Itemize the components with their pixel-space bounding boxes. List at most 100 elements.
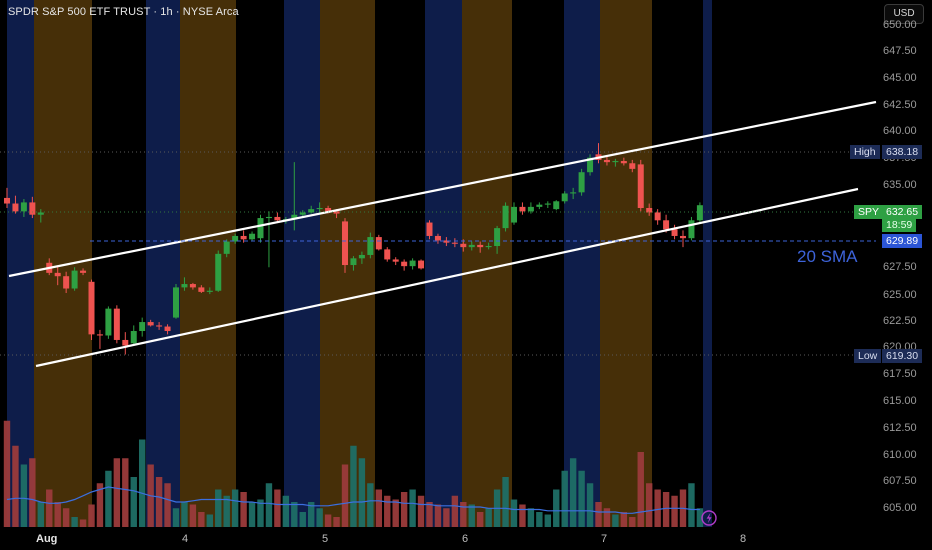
candle-body — [249, 233, 256, 240]
currency-button[interactable]: USD — [884, 4, 924, 24]
candle — [637, 159, 644, 212]
candle-body — [181, 284, 188, 288]
candle — [4, 187, 10, 208]
candle-body — [536, 204, 543, 207]
volume-bar — [105, 470, 112, 527]
candle — [29, 196, 36, 219]
candle-body — [570, 192, 577, 194]
candle — [646, 203, 653, 216]
volume-bar — [485, 508, 492, 527]
price-tick-label: 615.00 — [883, 395, 917, 407]
candle — [603, 155, 610, 166]
volume-bar — [130, 477, 137, 527]
candle-body — [291, 214, 298, 220]
candle — [215, 250, 222, 292]
candle — [12, 195, 19, 214]
candle-body — [392, 259, 399, 262]
candle-body — [299, 212, 306, 215]
candle-body — [198, 287, 205, 292]
volume-bar — [96, 483, 104, 527]
candle-body — [443, 240, 450, 243]
candle — [350, 256, 357, 271]
candle-body — [325, 208, 332, 212]
candle — [367, 232, 374, 259]
volume-bar — [561, 470, 568, 527]
volume-bar — [316, 508, 323, 527]
price-tick-label: 627.50 — [883, 261, 917, 273]
volume-bar — [519, 504, 526, 527]
candle — [105, 306, 112, 339]
candle-body — [561, 193, 568, 202]
volume-bar — [164, 483, 171, 527]
candle-body — [88, 281, 95, 335]
candle — [358, 251, 365, 264]
candle — [240, 230, 247, 243]
candle — [130, 325, 137, 346]
candle-body — [105, 308, 112, 336]
candle-body — [54, 272, 61, 277]
symbol-title: SPDR S&P 500 ETF TRUST · 1h · NYSE Arca — [8, 6, 239, 18]
price-tick-label: 612.50 — [883, 422, 917, 434]
candle-body — [553, 201, 560, 210]
volume-bar — [409, 489, 416, 527]
volume-bar — [646, 483, 653, 527]
volume-bar — [654, 489, 661, 527]
candle-body — [460, 243, 467, 248]
candle-body — [308, 209, 315, 213]
candle-body — [375, 237, 382, 250]
volume-bar — [612, 514, 619, 527]
candle-body — [654, 212, 661, 221]
volume-bar — [358, 458, 366, 527]
volume-bar — [181, 502, 188, 527]
volume-bar — [620, 512, 628, 527]
volume-bar — [291, 502, 298, 527]
session-band-orange — [34, 0, 92, 527]
candle-body — [519, 206, 526, 212]
candle — [527, 202, 534, 214]
candle-body — [96, 334, 103, 336]
candle — [265, 211, 272, 268]
candle-body — [139, 322, 146, 332]
volume-bar — [502, 477, 509, 527]
candle-body — [122, 339, 129, 346]
lightning-icon[interactable] — [701, 510, 717, 526]
volume-bar — [350, 445, 357, 527]
candle — [139, 317, 146, 337]
candle-body — [206, 290, 213, 292]
candle — [553, 200, 560, 211]
high-tag-label: High — [850, 145, 880, 159]
price-tick-label: 640.00 — [883, 125, 917, 137]
candle-body — [620, 161, 627, 164]
volume-bar — [671, 495, 678, 527]
volume-bar — [434, 504, 442, 527]
candle — [392, 257, 399, 266]
candle — [173, 284, 179, 319]
candle-body — [587, 157, 594, 173]
sma-price-tag: 629.89 — [882, 234, 923, 248]
candle — [316, 202, 323, 213]
candle-body — [544, 203, 551, 205]
volume-bar — [510, 499, 518, 527]
candle-body — [367, 237, 374, 255]
candle — [308, 205, 315, 214]
volume-bar — [274, 489, 281, 527]
candle-body — [401, 261, 408, 267]
volume-bar — [696, 508, 704, 527]
candle — [418, 259, 425, 270]
candle — [71, 267, 78, 291]
channel-lower-line — [35, 187, 859, 368]
session-bands — [7, 0, 712, 527]
volume-bar — [215, 489, 222, 527]
candle-body — [477, 244, 484, 248]
candle — [570, 187, 577, 200]
price-tick-label: 607.50 — [883, 475, 917, 487]
sma-annotation: 20 SMA — [797, 247, 858, 266]
volume-bar — [417, 495, 425, 527]
last-symbol-tag: SPY — [854, 205, 884, 219]
volume-bar — [257, 499, 264, 527]
candle-body — [342, 221, 348, 266]
volume-bar — [688, 483, 695, 527]
candle — [96, 329, 103, 349]
candle-body — [156, 325, 163, 327]
